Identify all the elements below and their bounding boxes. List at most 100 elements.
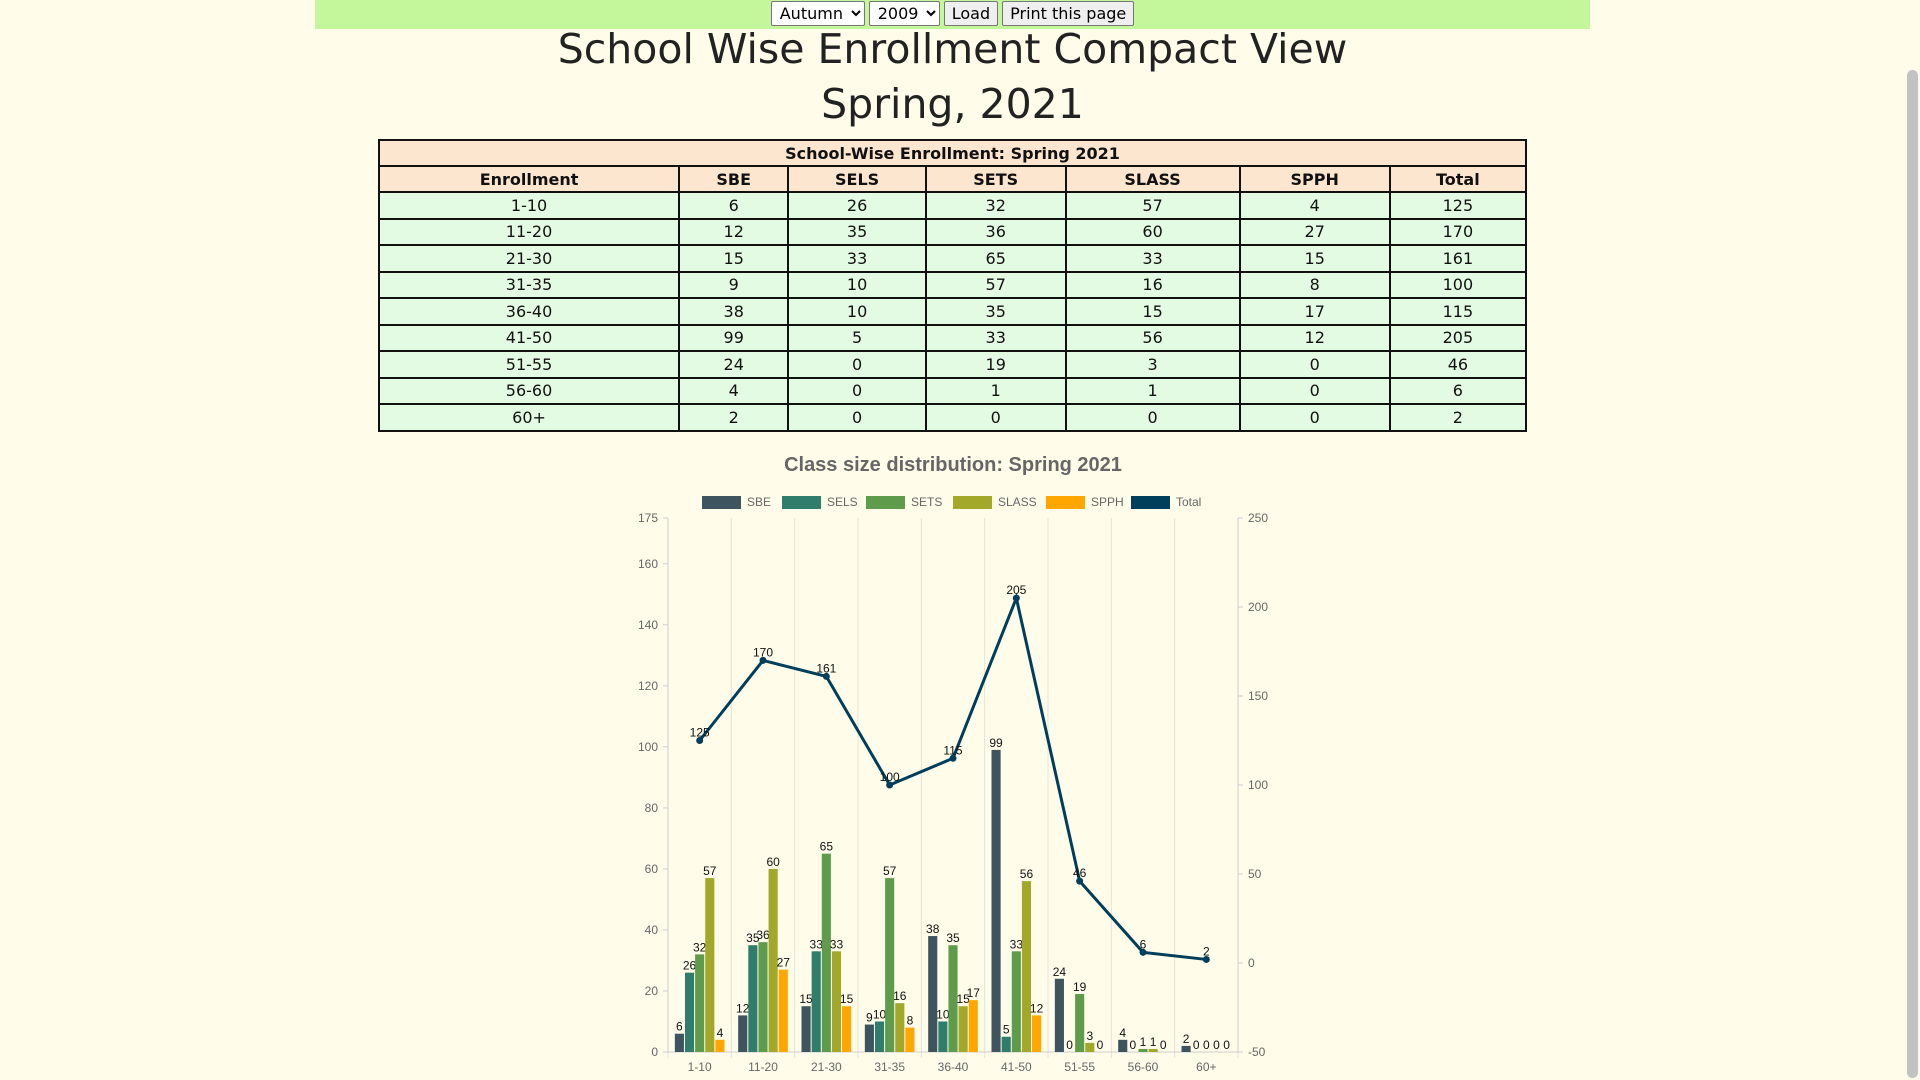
table-cell: 11-20: [377, 217, 681, 246]
table-cell: 33: [787, 244, 927, 273]
page-scrollbar[interactable]: [1904, 0, 1920, 1080]
scrollbar-thumb[interactable]: [1907, 70, 1918, 1078]
table-row: 31-35 9 10 57 16 8 100: [377, 270, 1528, 299]
column-header: SLASS: [1064, 165, 1241, 193]
table-row: 11-20 12 35 36 60 27 170: [377, 217, 1528, 246]
table-cell: 60+: [377, 403, 681, 432]
left-tick-label: 160: [638, 557, 658, 571]
table-cell: 17: [1238, 297, 1391, 326]
table-cell: 100: [1388, 270, 1528, 299]
left-tick-label: 175: [638, 511, 658, 525]
bar-sets: [1011, 951, 1021, 1052]
total-point: [886, 781, 894, 789]
bar-sets: [1138, 1048, 1148, 1052]
bar-slass: [1148, 1048, 1158, 1052]
bar-value-label: 36: [756, 928, 770, 942]
term-select[interactable]: Autumn: [770, 1, 865, 26]
bar-value-label: 27: [777, 956, 791, 970]
bar-value-label: 33: [830, 937, 844, 951]
column-header: SETS: [924, 165, 1067, 193]
left-tick-label: 60: [645, 862, 659, 876]
total-point: [822, 672, 830, 680]
table-cell: 0: [1238, 350, 1391, 379]
bar-value-label: 4: [717, 1026, 724, 1040]
total-point: [1076, 877, 1084, 885]
table-cell: 10: [787, 270, 927, 299]
left-tick-label: 40: [645, 923, 659, 937]
bar-sbe: [1054, 978, 1064, 1052]
table-cell: 56-60: [377, 376, 681, 405]
enrollment-table: School-Wise Enrollment: Spring 2021 Enro…: [377, 139, 1528, 432]
table-cell: 35: [924, 297, 1067, 326]
column-header: Enrollment: [377, 165, 681, 193]
left-tick-label: 0: [651, 1045, 658, 1059]
bar-slass: [768, 868, 778, 1052]
column-header: SELS: [787, 165, 927, 193]
bar-value-label: 33: [1010, 937, 1024, 951]
bar-value-label: 9: [866, 1011, 873, 1025]
table-cell: 51-55: [377, 350, 681, 379]
table-header-row: Enrollment SBE SELS SETS SLASS SPPH Total: [377, 165, 1528, 193]
bar-sels: [748, 945, 758, 1052]
filter-toolbar: Autumn 2009 Load Print this page: [315, 0, 1590, 29]
legend-swatch: [1046, 496, 1085, 509]
table-row: 21-30 15 33 65 33 15 161: [377, 244, 1528, 273]
bar-value-label: 10: [873, 1007, 887, 1021]
table-cell: 26: [787, 191, 927, 220]
year-select[interactable]: 2009: [868, 1, 940, 26]
table-cell: 15: [678, 244, 790, 273]
bar-sbe: [864, 1024, 874, 1052]
bar-spph: [842, 1006, 852, 1052]
x-tick-label: 60+: [1196, 1060, 1216, 1074]
bar-sets: [948, 945, 958, 1052]
bar-value-label: 0: [1213, 1038, 1220, 1052]
bar-slass: [895, 1003, 905, 1052]
table-cell: 4: [1238, 191, 1391, 220]
bar-sels: [811, 951, 821, 1052]
table-cell: 6: [1388, 376, 1528, 405]
bar-sbe: [928, 936, 938, 1052]
right-tick-label: 250: [1248, 511, 1268, 525]
bar-sels: [938, 1021, 948, 1052]
legend-swatch: [953, 496, 992, 509]
bar-value-label: 0: [1203, 1038, 1210, 1052]
chart-title: Class size distribution: Spring 2021: [784, 454, 1122, 476]
table-cell: 205: [1388, 323, 1528, 352]
bar-value-label: 0: [1097, 1038, 1104, 1052]
table-cell: 16: [1064, 270, 1241, 299]
bar-spph: [778, 969, 788, 1052]
bar-sbe: [801, 1006, 811, 1052]
table-cell: 0: [1238, 403, 1391, 432]
print-button[interactable]: Print this page: [1002, 1, 1135, 26]
left-tick-label: 120: [638, 679, 658, 693]
bar-value-label: 3: [1086, 1029, 1093, 1043]
table-cell: 3: [1064, 350, 1241, 379]
bar-value-label: 10: [936, 1007, 950, 1021]
bar-sbe: [738, 1015, 748, 1052]
bar-slass: [958, 1006, 968, 1052]
table-row: 1-10 6 26 32 57 4 125: [377, 191, 1528, 220]
total-point: [949, 754, 957, 762]
bar-value-label: 57: [883, 864, 897, 878]
total-value-label: 46: [1073, 866, 1087, 880]
bar-sels: [1001, 1036, 1011, 1052]
total-value-label: 100: [880, 770, 900, 784]
legend-label: SBE: [747, 495, 771, 509]
total-point: [1012, 594, 1020, 602]
left-tick-label: 80: [645, 801, 659, 815]
table-cell: 10: [787, 297, 927, 326]
bar-sbe: [991, 749, 1001, 1052]
total-value-label: 125: [690, 726, 710, 740]
total-value-label: 115: [943, 743, 962, 757]
x-tick-label: 1-10: [688, 1060, 712, 1074]
left-tick-label: 20: [645, 984, 659, 998]
table-cell: 19: [924, 350, 1067, 379]
load-button[interactable]: Load: [943, 1, 999, 26]
bar-value-label: 38: [926, 922, 940, 936]
table-cell: 33: [924, 323, 1067, 352]
bar-value-label: 0: [1223, 1038, 1230, 1052]
bar-value-label: 57: [703, 864, 717, 878]
bar-slass: [1021, 881, 1032, 1052]
page-subtitle: Spring, 2021: [821, 80, 1084, 128]
